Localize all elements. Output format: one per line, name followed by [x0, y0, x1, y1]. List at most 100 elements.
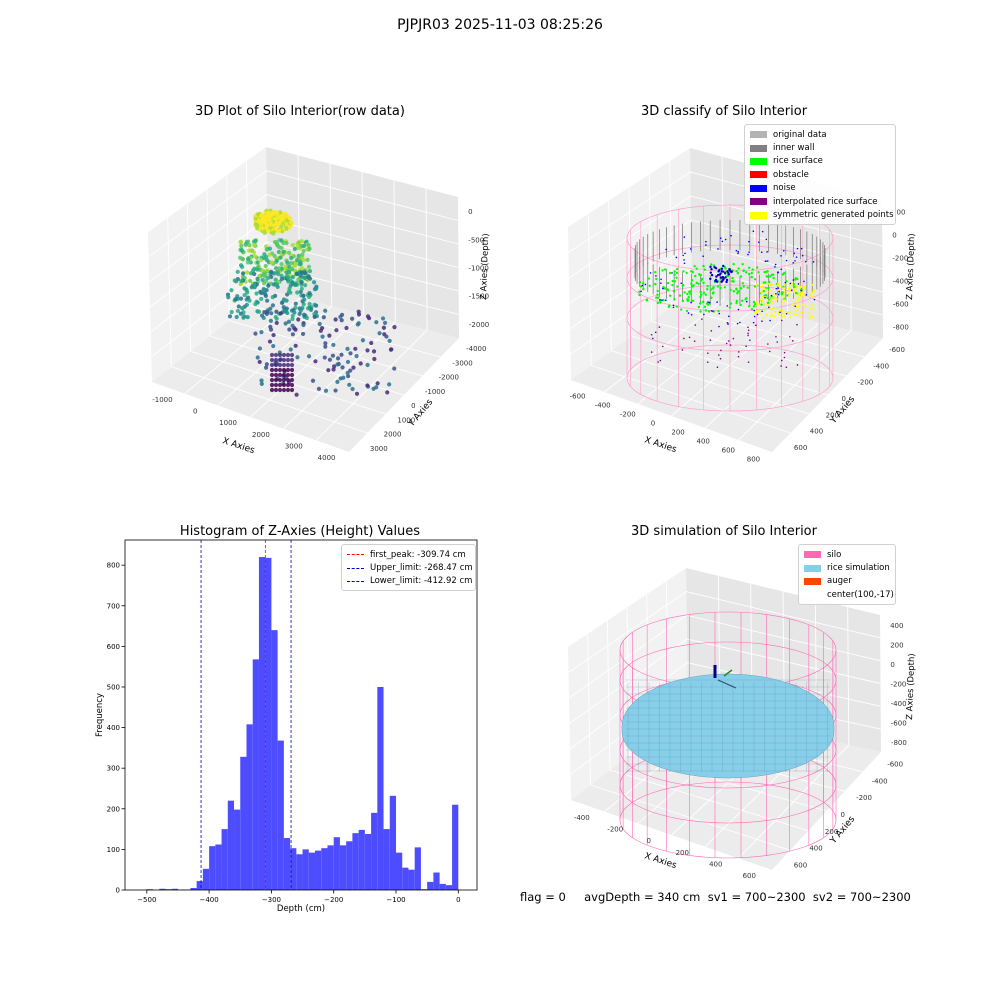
noise-point: [703, 313, 705, 316]
symmetric-point: [812, 290, 815, 293]
rice-surface-point: [719, 286, 722, 290]
noise-point: [752, 321, 755, 324]
rice-surface-point: [753, 285, 757, 288]
noise-point: [756, 313, 759, 316]
interpolated-point: [775, 335, 777, 338]
noise-point: [720, 267, 724, 270]
rice-surface-point: [710, 296, 713, 299]
symmetric-point: [772, 293, 775, 296]
raw-point: [301, 322, 306, 328]
raw-point: [290, 316, 295, 322]
pane-floor: [571, 292, 883, 452]
legend-item-interpolated: interpolated rice surface: [750, 195, 890, 208]
symmetric-point: [770, 314, 774, 317]
raw-point: [264, 268, 270, 273]
raw-point: [300, 306, 305, 311]
raw-point: [273, 372, 279, 378]
rice-surface-point: [766, 270, 769, 273]
rice-surface-point: [703, 268, 706, 271]
raw-point: [300, 255, 305, 260]
symmetric-point: [777, 311, 780, 314]
z-tick-label: -800: [891, 739, 907, 747]
raw-point: [242, 286, 247, 291]
noise-point: [722, 270, 725, 273]
raw-point: [312, 287, 317, 292]
x-tick-label: −100: [386, 896, 405, 904]
histogram-bar: [171, 888, 178, 890]
raw-point: [277, 352, 283, 358]
panel4-ticks: -400 -200 0 200 400 600 600 400 200 0 -200 -400 -600…: [574, 622, 907, 880]
rice-surface-point: [729, 302, 733, 305]
raw-point: [281, 297, 287, 302]
raw-point: [281, 352, 287, 358]
raw-point: [238, 255, 243, 260]
histogram-bar: [290, 848, 297, 890]
raw-point: [347, 382, 352, 387]
raw-point: [339, 318, 344, 323]
symmetric-point: [782, 296, 785, 299]
symmetric-point: [803, 285, 806, 288]
interpolated-point: [693, 340, 696, 342]
symmetric-point: [796, 298, 799, 301]
x-tick-label: −200: [324, 896, 343, 904]
y-tick-label: -200: [856, 794, 872, 802]
symmetric-point: [759, 298, 762, 301]
raw-point: [286, 269, 292, 275]
legend-item-auger: auger: [804, 575, 890, 588]
interpolated-point: [683, 337, 685, 340]
raw-point: [273, 382, 279, 388]
histogram-frame: [124, 539, 478, 891]
raw-point: [354, 391, 360, 396]
raw-point: [277, 372, 283, 378]
panel4-xlabel: X Axies: [643, 851, 678, 871]
histogram-bar: [433, 872, 440, 890]
raw-point: [255, 267, 260, 272]
x-tick-label: -600: [570, 393, 586, 401]
interpolated-point: [706, 361, 709, 363]
raw-point: [303, 283, 308, 288]
raw-point: [271, 231, 276, 236]
raw-point: [306, 242, 311, 248]
interpolated-point: [650, 351, 653, 353]
raw-point: [281, 367, 287, 373]
symmetric-point: [802, 293, 805, 296]
raw-point: [269, 362, 275, 368]
rice-surface-point: [671, 279, 674, 283]
raw-point: [248, 278, 253, 283]
symmetric-point: [797, 306, 800, 309]
raw-point: [268, 324, 273, 329]
noise-point: [739, 321, 741, 324]
raw-point: [334, 328, 339, 333]
histogram-bar: [315, 850, 322, 890]
z-tick-label: -1500: [469, 293, 489, 301]
raw-point: [316, 386, 322, 391]
raw-point: [269, 382, 275, 388]
y-tick-label: -400: [873, 362, 889, 370]
histogram-bar: [215, 844, 222, 890]
legend-item-original: original data: [750, 128, 890, 141]
raw-point: [267, 252, 272, 257]
rice-surface-point: [690, 278, 694, 282]
x-tick-label: −300: [262, 896, 281, 904]
noise-point: [709, 301, 711, 304]
raw-point: [279, 300, 285, 306]
raw-point: [266, 260, 271, 265]
raw-point: [292, 310, 297, 315]
symmetric-point: [790, 302, 794, 306]
raw-point: [262, 252, 267, 257]
raw-point: [281, 305, 286, 310]
noise-point: [709, 277, 712, 281]
raw-point: [301, 293, 306, 298]
noise-point: [753, 315, 756, 318]
interpolated-point: [658, 326, 661, 328]
noise-point: [793, 252, 795, 255]
histogram-bar: [420, 889, 428, 890]
noise-point: [712, 310, 714, 312]
noise-point: [719, 276, 723, 279]
histogram-bar: [209, 846, 216, 890]
rice-surface-point: [697, 305, 701, 309]
raw-point: [307, 276, 313, 281]
noise-point: [659, 298, 661, 301]
x-tick-label: 2000: [252, 431, 270, 439]
raw-point: [257, 359, 262, 365]
